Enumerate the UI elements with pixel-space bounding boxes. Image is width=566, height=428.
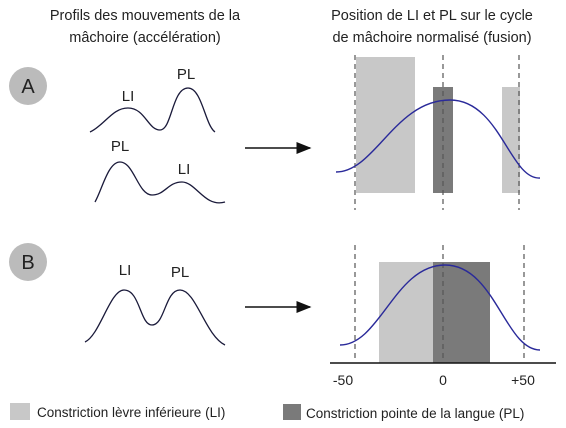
panel-badge (9, 67, 47, 105)
curve-label: LI (178, 161, 191, 178)
legend-label: Constriction pointe de la langue (PL) (306, 406, 524, 421)
legend-swatch (283, 404, 301, 420)
curve-label: LI (119, 262, 132, 279)
axis-label: +50 (511, 372, 535, 388)
panel-badge (9, 243, 47, 281)
header: Position de LI et PL sur le cycle (331, 8, 533, 24)
profile-curve (84, 289, 226, 346)
header: de mâchoire normalisé (fusion) (332, 30, 531, 46)
axis-label: 0 (439, 372, 447, 388)
header: Profils des mouvements de la (50, 8, 241, 24)
curve-label: LI (122, 88, 135, 105)
profile-curve (94, 161, 226, 204)
profile-curve (89, 87, 216, 133)
axis-label: -50 (333, 372, 353, 388)
li-region (502, 87, 520, 193)
pl-region (433, 262, 490, 363)
legend-swatch (10, 403, 30, 420)
panel-label: A (21, 76, 35, 98)
header: mâchoire (accélération) (69, 30, 221, 46)
panel-label: B (21, 252, 34, 274)
curve-label: PL (171, 264, 189, 281)
curve-label: PL (177, 66, 195, 83)
li-region (356, 57, 415, 193)
li-region (379, 262, 433, 363)
cycle-curve (339, 264, 541, 351)
cycle-curve (335, 99, 541, 179)
legend-label: Constriction lèvre inférieure (LI) (37, 405, 225, 420)
curve-label: PL (111, 138, 129, 155)
